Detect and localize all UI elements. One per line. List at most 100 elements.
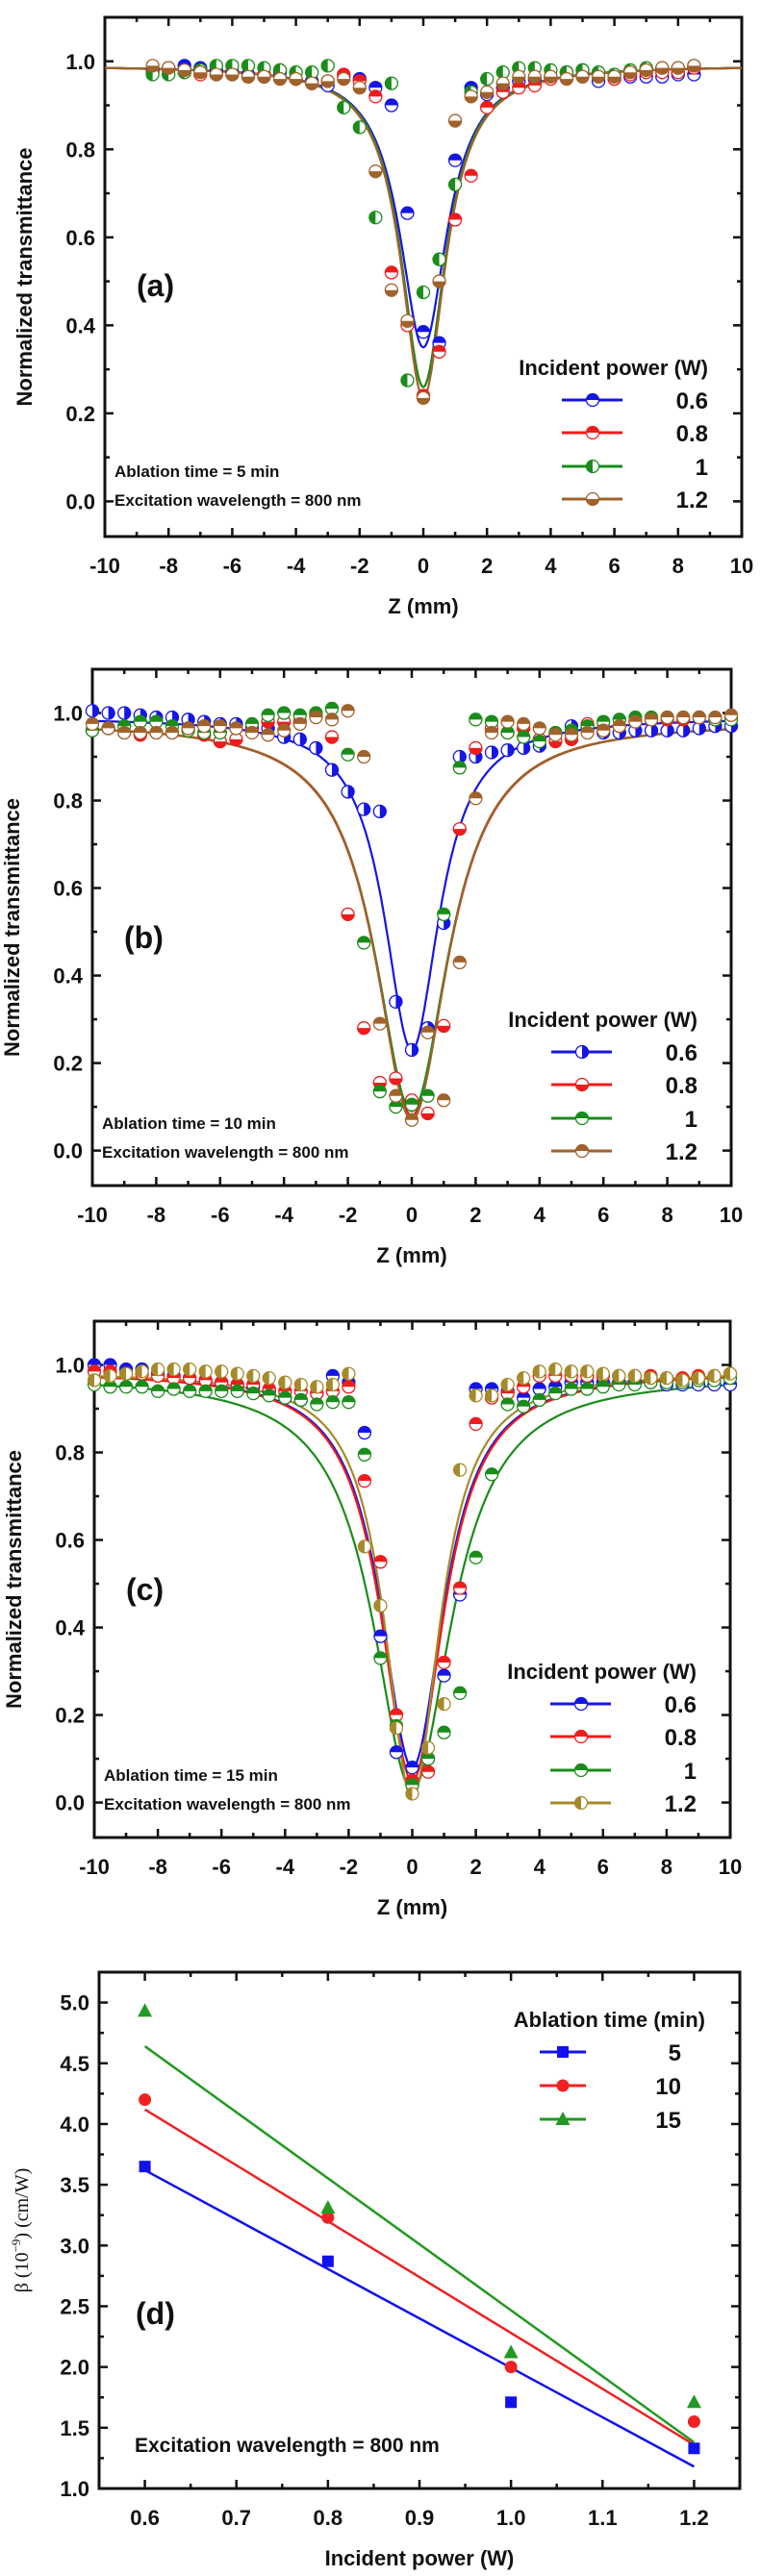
data-point	[655, 61, 670, 75]
marker-fill	[373, 1630, 387, 1637]
marker-fill	[533, 1393, 546, 1400]
x-tick-label: 8	[661, 1855, 672, 1879]
marker-fill	[433, 337, 446, 343]
marker-fill	[134, 715, 147, 722]
y-axis-title: Normalized transmittance	[2, 1450, 26, 1709]
marker-fill	[294, 1393, 308, 1400]
marker-fill	[575, 1144, 589, 1151]
marker-fill	[357, 1028, 370, 1035]
data-point	[246, 1386, 261, 1401]
data-point	[357, 749, 371, 764]
marker-fill	[469, 791, 482, 799]
marker-fill	[151, 1385, 165, 1391]
data-point	[342, 1395, 356, 1410]
marker-fill	[104, 1359, 117, 1365]
data-point	[691, 1371, 706, 1386]
marker-fill	[337, 79, 350, 86]
y-tick-label: 0.0	[53, 1139, 83, 1163]
data-point	[512, 81, 526, 95]
data-point	[405, 1761, 419, 1775]
marker-fill	[417, 397, 430, 405]
marker-fill	[162, 67, 175, 75]
data-point	[548, 1362, 563, 1377]
data-point	[341, 747, 355, 762]
data-point	[503, 2344, 519, 2359]
legend-label: 1	[684, 1759, 697, 1785]
marker-fill	[438, 1669, 451, 1676]
marker-fill	[104, 1369, 111, 1383]
annotation-excitation-wavelength: Excitation wavelength = 800 nm	[104, 1795, 351, 1813]
marker-fill	[119, 1380, 133, 1388]
legend-label: 5	[669, 2040, 681, 2066]
fit-curve-1	[93, 1384, 731, 1791]
data-point	[321, 2211, 335, 2224]
marker-fill	[574, 1697, 588, 1704]
marker-fill	[358, 1539, 365, 1553]
marker-fill	[325, 737, 339, 744]
legend-marker	[585, 425, 600, 440]
marker-fill	[368, 171, 382, 178]
marker-fill	[459, 750, 467, 763]
data-point	[480, 100, 495, 114]
marker-fill	[357, 750, 370, 758]
data-point	[384, 265, 399, 280]
marker-fill	[390, 1745, 403, 1753]
legend-item-1: 1	[551, 1107, 698, 1133]
marker-fill	[273, 79, 287, 86]
y-tick-label: 0.0	[65, 489, 95, 513]
legend-label: 1.2	[676, 488, 708, 513]
data-point	[135, 1364, 149, 1379]
marker-fill	[389, 1089, 402, 1096]
marker-fill	[124, 707, 131, 720]
data-point	[469, 1388, 483, 1403]
annotation-excitation-wavelength: Excitation wavelength = 800 nm	[135, 2435, 440, 2457]
y-axis-title-suffix: ) (cm/W)	[12, 2168, 33, 2239]
data-point	[310, 1397, 324, 1412]
marker-fill	[88, 1373, 94, 1387]
marker-fill	[262, 709, 275, 715]
data-point	[241, 69, 256, 84]
marker-fill	[672, 67, 685, 75]
marker-fill	[277, 707, 291, 713]
data-point	[404, 1042, 419, 1058]
data-point	[198, 1364, 213, 1379]
marker-fill	[596, 1367, 603, 1381]
marker-fill	[214, 719, 227, 727]
marker-fill	[258, 76, 270, 84]
marker-fill	[667, 724, 674, 738]
marker-fill	[364, 803, 370, 816]
data-point	[309, 740, 323, 756]
data-point	[117, 706, 132, 720]
annotation-ablation-time: Ablation time = 10 min	[102, 1114, 276, 1133]
panel-label: (a)	[137, 268, 174, 303]
legend-item-1.2: 1.2	[550, 1791, 697, 1817]
y-axis-title-exponent: −9	[9, 2239, 23, 2253]
marker-fill	[263, 1371, 269, 1385]
data-point	[671, 61, 685, 75]
series-0.8	[145, 61, 701, 403]
x-tick-label: 8	[661, 1203, 672, 1227]
data-point	[504, 2361, 518, 2374]
annotation-excitation-wavelength: Excitation wavelength = 800 nm	[102, 1143, 349, 1162]
series-10	[139, 2093, 700, 2429]
data-point	[517, 740, 531, 756]
data-point	[623, 65, 638, 80]
marker-fill	[533, 1364, 540, 1378]
marker-fill	[533, 1383, 546, 1389]
x-tick-label: 10	[720, 1203, 743, 1227]
x-tick-label: 2	[469, 1855, 481, 1879]
data-point	[707, 1368, 722, 1384]
marker-fill	[517, 1400, 530, 1407]
legend-label: 0.8	[666, 1073, 698, 1099]
data-point	[215, 1384, 229, 1398]
data-point	[532, 1382, 546, 1396]
marker-fill	[469, 1388, 476, 1402]
marker-fill	[661, 711, 674, 718]
data-point	[447, 153, 463, 167]
data-point	[337, 71, 351, 87]
marker-fill	[215, 1364, 222, 1378]
legend-item-1.2: 1.2	[551, 1139, 698, 1165]
x-tick-label: -2	[340, 1855, 359, 1879]
marker-fill	[544, 76, 557, 84]
data-point	[197, 719, 212, 734]
